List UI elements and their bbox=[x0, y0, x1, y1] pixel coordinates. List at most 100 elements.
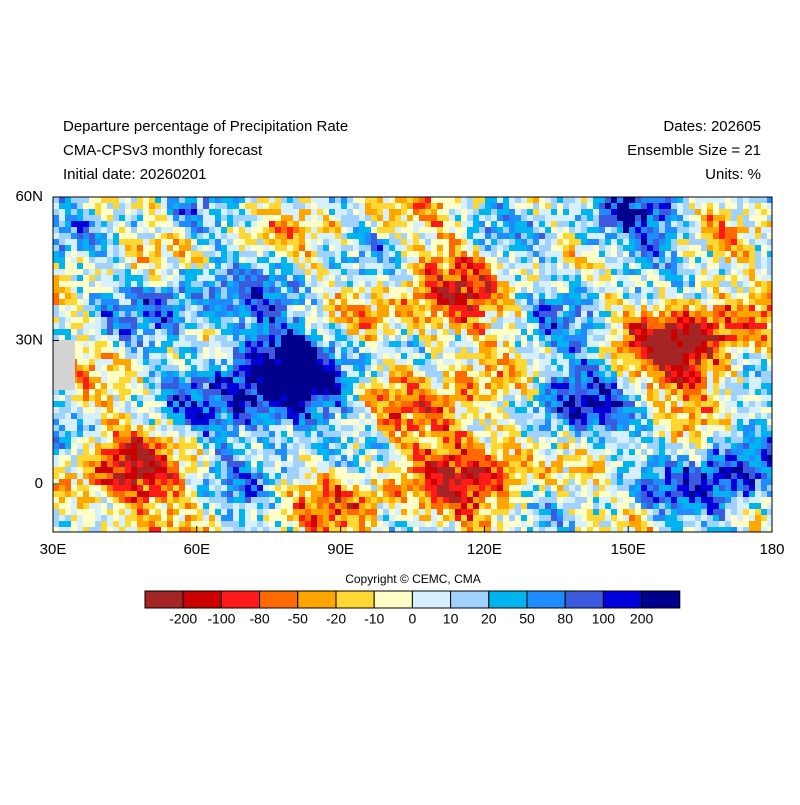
field-cell bbox=[503, 305, 509, 311]
field-cell bbox=[473, 413, 479, 419]
field-cell bbox=[443, 395, 449, 401]
field-cell bbox=[491, 401, 497, 407]
field-cell bbox=[371, 395, 377, 401]
field-cell bbox=[491, 251, 497, 257]
field-cell bbox=[239, 287, 245, 293]
field-cell bbox=[719, 365, 725, 371]
field-cell bbox=[161, 263, 167, 269]
field-cell bbox=[83, 233, 89, 239]
field-cell bbox=[653, 341, 659, 347]
field-cell bbox=[335, 227, 341, 233]
field-cell bbox=[209, 245, 215, 251]
field-cell bbox=[551, 401, 557, 407]
field-cell bbox=[407, 389, 413, 395]
field-cell bbox=[485, 407, 491, 413]
field-cell bbox=[323, 347, 329, 353]
field-cell bbox=[461, 263, 467, 269]
field-cell bbox=[761, 371, 767, 377]
field-cell bbox=[503, 413, 509, 419]
field-cell bbox=[209, 419, 215, 425]
field-cell bbox=[383, 383, 389, 389]
field-cell bbox=[749, 401, 755, 407]
field-cell bbox=[731, 395, 737, 401]
field-cell bbox=[299, 245, 305, 251]
field-cell bbox=[521, 377, 527, 383]
field-cell bbox=[143, 245, 149, 251]
field-cell bbox=[641, 269, 647, 275]
field-cell bbox=[533, 245, 539, 251]
field-cell bbox=[71, 257, 77, 263]
field-cell bbox=[305, 245, 311, 251]
field-cell bbox=[683, 437, 689, 443]
field-cell bbox=[275, 293, 281, 299]
field-cell bbox=[581, 239, 587, 245]
field-cell bbox=[89, 431, 95, 437]
field-cell bbox=[89, 341, 95, 347]
field-cell bbox=[437, 425, 443, 431]
field-cell bbox=[755, 209, 761, 215]
field-cell bbox=[191, 293, 197, 299]
field-cell bbox=[629, 413, 635, 419]
field-cell bbox=[521, 383, 527, 389]
field-cell bbox=[173, 389, 179, 395]
field-cell bbox=[179, 227, 185, 233]
field-cell bbox=[353, 377, 359, 383]
field-cell bbox=[257, 413, 263, 419]
field-cell bbox=[395, 221, 401, 227]
field-cell bbox=[173, 395, 179, 401]
field-cell bbox=[359, 425, 365, 431]
field-cell bbox=[725, 257, 731, 263]
field-cell bbox=[629, 281, 635, 287]
field-cell bbox=[497, 305, 503, 311]
field-cell bbox=[89, 269, 95, 275]
field-cell bbox=[101, 299, 107, 305]
field-cell bbox=[767, 431, 772, 437]
field-cell bbox=[137, 371, 143, 377]
field-cell bbox=[155, 407, 161, 413]
field-cell bbox=[179, 197, 185, 203]
field-cell bbox=[683, 431, 689, 437]
field-cell bbox=[623, 365, 629, 371]
field-cell bbox=[125, 365, 131, 371]
field-cell bbox=[629, 437, 635, 443]
field-cell bbox=[701, 377, 707, 383]
field-cell bbox=[209, 269, 215, 275]
field-cell bbox=[287, 197, 293, 203]
field-cell bbox=[341, 383, 347, 389]
field-cell bbox=[365, 365, 371, 371]
field-cell bbox=[311, 425, 317, 431]
field-cell bbox=[713, 323, 719, 329]
field-cell bbox=[731, 299, 737, 305]
field-cell bbox=[641, 263, 647, 269]
field-cell bbox=[311, 209, 317, 215]
field-cell bbox=[755, 377, 761, 383]
field-cell bbox=[677, 407, 683, 413]
field-cell bbox=[545, 239, 551, 245]
field-cell bbox=[569, 239, 575, 245]
field-cell bbox=[473, 431, 479, 437]
field-cell bbox=[629, 365, 635, 371]
field-cell bbox=[743, 413, 749, 419]
field-cell bbox=[599, 221, 605, 227]
field-cell bbox=[539, 413, 545, 419]
field-cell bbox=[209, 323, 215, 329]
field-cell bbox=[515, 263, 521, 269]
field-cell bbox=[347, 281, 353, 287]
field-cell bbox=[275, 365, 281, 371]
field-cell bbox=[245, 275, 251, 281]
field-cell bbox=[77, 317, 83, 323]
field-cell bbox=[461, 251, 467, 257]
field-cell bbox=[395, 431, 401, 437]
field-cell bbox=[569, 389, 575, 395]
field-cell bbox=[419, 347, 425, 353]
field-cell bbox=[347, 287, 353, 293]
field-cell bbox=[425, 197, 431, 203]
field-cell bbox=[497, 197, 503, 203]
field-cell bbox=[365, 443, 371, 449]
field-cell bbox=[293, 389, 299, 395]
field-cell bbox=[371, 317, 377, 323]
field-cell bbox=[77, 221, 83, 227]
field-cell bbox=[461, 275, 467, 281]
field-cell bbox=[497, 341, 503, 347]
field-cell bbox=[731, 425, 737, 431]
